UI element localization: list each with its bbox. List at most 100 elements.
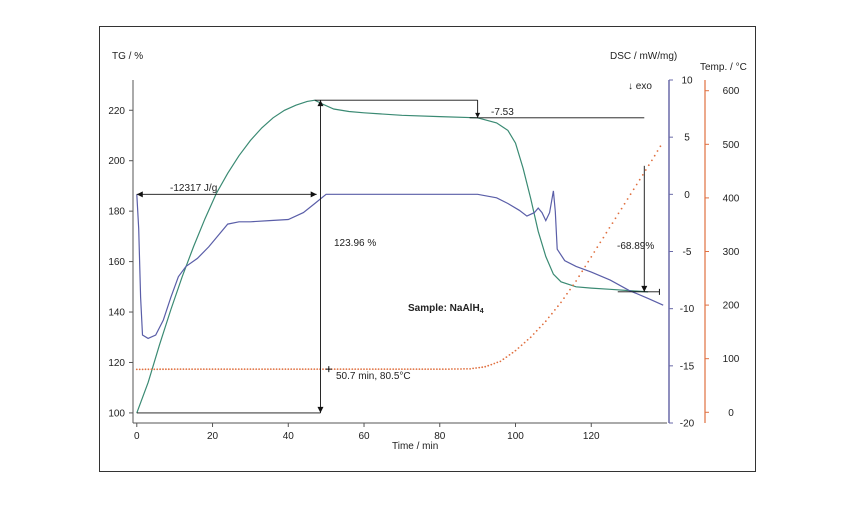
temp-point <box>316 368 319 370</box>
temp-point <box>508 354 511 356</box>
temp-point <box>647 164 650 167</box>
temp-point <box>415 368 418 370</box>
temp-point <box>505 356 508 358</box>
temp-point <box>389 368 392 370</box>
tg-tick-label-220: 220 <box>108 106 125 117</box>
temp-point <box>383 368 386 370</box>
temp-point <box>418 368 421 370</box>
temp-point <box>544 320 547 323</box>
temp-point <box>200 368 202 370</box>
temp-point <box>638 178 641 181</box>
dsc-tick-label-10: 10 <box>681 76 693 87</box>
arrow-head <box>317 100 324 107</box>
tg-step-up-annotation: 123.96 % <box>334 238 376 249</box>
temp-point <box>457 368 459 370</box>
temp-point <box>490 363 493 366</box>
temp-point <box>436 368 438 370</box>
temp-point <box>608 227 611 229</box>
temp-point <box>301 368 304 370</box>
temp-point <box>617 212 620 215</box>
dsc-tick-label--5: -5 <box>683 247 692 258</box>
temp-point <box>520 344 523 347</box>
tg-tick-label-160: 160 <box>108 257 125 268</box>
temp-point <box>460 368 462 370</box>
temp-point <box>205 368 208 370</box>
temp-point <box>641 174 644 176</box>
temp-point <box>144 368 147 371</box>
temp-point <box>554 309 556 311</box>
temp-point <box>170 368 173 371</box>
temp-point <box>466 368 468 370</box>
temp-point <box>188 368 191 370</box>
temp-point <box>395 368 397 370</box>
temp-point <box>602 236 605 239</box>
temp-point <box>185 368 188 370</box>
temp-point <box>278 368 281 370</box>
arrow-head <box>136 191 143 198</box>
tg-tick-label-120: 120 <box>108 358 125 369</box>
temp-point <box>252 368 255 370</box>
temp-point <box>551 312 553 315</box>
tg-axis-label: TG / % <box>112 51 143 62</box>
temp-point <box>293 368 295 370</box>
temp-point <box>267 368 269 370</box>
temp-point <box>635 183 638 186</box>
temp-point <box>165 368 167 371</box>
tg-step-down-annotation: -7.53 <box>491 107 514 118</box>
temp-point <box>281 368 284 370</box>
temp-point <box>514 349 517 352</box>
temp-point <box>156 368 159 371</box>
temp-point <box>345 368 348 370</box>
temp-point <box>234 368 237 370</box>
temp-point <box>403 368 406 370</box>
temp-point <box>499 360 502 363</box>
temp-point <box>220 368 223 370</box>
temp-point <box>469 368 471 370</box>
temp-point <box>290 368 293 370</box>
temp-tick-label-600: 600 <box>723 86 740 97</box>
temp-point <box>162 368 164 371</box>
sample-label: Sample: NaAlH4 <box>408 303 484 315</box>
temp-point <box>284 368 287 370</box>
temp-point <box>421 368 424 370</box>
chart-frame <box>99 26 756 472</box>
temp-point <box>342 368 345 370</box>
temp-tick-label-300: 300 <box>723 247 740 258</box>
temp-point <box>433 368 435 370</box>
temp-point <box>202 368 205 370</box>
temp-point <box>232 368 234 370</box>
tg-tick-label-200: 200 <box>108 156 125 167</box>
temp-point <box>211 368 214 370</box>
temp-point <box>614 217 617 220</box>
temp-point <box>412 368 415 370</box>
temp-point <box>575 280 577 282</box>
temp-point <box>587 260 590 263</box>
temp-tick-label-400: 400 <box>723 193 740 204</box>
temp-point <box>354 368 357 370</box>
temp-point <box>214 368 217 370</box>
temp-point <box>371 368 374 370</box>
temp-point <box>481 366 484 369</box>
temp-point <box>392 368 395 370</box>
temp-point <box>581 270 584 273</box>
temp-tick-label-100: 100 <box>723 354 740 365</box>
temp-point <box>363 368 365 370</box>
temp-point <box>357 368 360 370</box>
temp-point <box>444 368 447 370</box>
temp-point <box>141 368 144 371</box>
temp-point <box>296 368 298 370</box>
temp-point <box>304 368 307 370</box>
temp-point <box>159 368 162 371</box>
series-dsc-line <box>136 190 664 340</box>
dsc-tick-label--10: -10 <box>680 304 695 315</box>
temp-point <box>197 368 199 370</box>
dsc-tick-label-0: 0 <box>684 190 690 201</box>
temp-point <box>593 251 596 253</box>
enthalpy-annotation: -12317 J/g <box>170 183 217 194</box>
temp-point <box>424 368 427 370</box>
x-tick-label-40: 40 <box>283 431 295 442</box>
temp-point <box>511 351 514 354</box>
temp-point <box>451 368 453 370</box>
dsc-axis-label: DSC / mW/mg) <box>610 51 677 62</box>
temp-point <box>623 202 626 205</box>
